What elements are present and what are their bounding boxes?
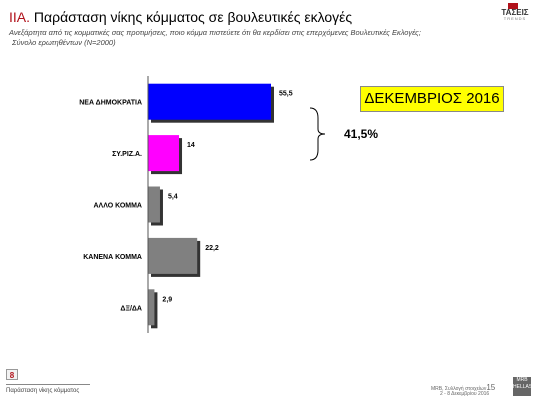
combined-total-label: 41,5% [344, 127, 379, 141]
value-label: 5,4 [168, 194, 178, 201]
category-label: ΔΞ/ΔΑ [120, 305, 142, 312]
curly-brace [309, 107, 326, 161]
footer-page: 15 [486, 383, 496, 392]
logo-sub: TRENDS [503, 16, 527, 21]
value-label: 55,5 [279, 91, 293, 98]
footer-title: Παράσταση νίκης κόμματος [6, 388, 80, 394]
footer-source-text: MRB, Συλλογή στοιχείων [431, 386, 487, 392]
question-text: Ανεξάρτητα από τις κομματικές σας προτιμ… [9, 28, 421, 37]
bar [148, 186, 160, 223]
category-label: ΣΥ.ΡΙΖ.Α. [112, 151, 142, 158]
footer-dates: 2 - 8 Δεκεμβρίου 2016 [440, 391, 490, 397]
footer-divider [6, 384, 90, 385]
category-label: ΑΛΛΟ ΚΟΜΜΑ [94, 203, 143, 210]
bar [148, 237, 198, 274]
page-number: 8 [6, 369, 18, 380]
page-title: ΙΙΑ. Παράσταση νίκης κόμματος σε βουλευτ… [9, 9, 352, 25]
value-label: 22,2 [205, 245, 219, 252]
category-label: ΚΑΝΕΝΑ ΚΟΜΜΑ [83, 254, 142, 261]
taseis-logo: ΤΑΣΕΙΣ TRENDS [494, 3, 536, 21]
value-label: 14 [187, 142, 195, 149]
date-badge: ΔΕΚΕΜΒΡΙΟΣ 2016 [360, 86, 504, 112]
bar [148, 289, 155, 326]
bar [148, 83, 271, 120]
mrb-logo: MRB HELLAS [513, 377, 532, 396]
category-label: ΝΕΑ ΔΗΜΟΚΡΑΤΙΑ [79, 100, 142, 107]
title-code: ΙΙΑ. [9, 9, 31, 25]
sample-text: Σύνολο ερωτηθέντων (Ν=2000) [12, 38, 116, 47]
title-text: Παράσταση νίκης κόμματος σε βουλευτικές … [33, 9, 353, 25]
logo-name: ΤΑΣΕΙΣ [501, 8, 529, 17]
logo-mark-icon [508, 3, 518, 9]
footer-source: MRB, Συλλογή στοιχείων15 [431, 383, 495, 392]
value-label: 2,9 [162, 296, 172, 303]
bar [148, 135, 180, 172]
